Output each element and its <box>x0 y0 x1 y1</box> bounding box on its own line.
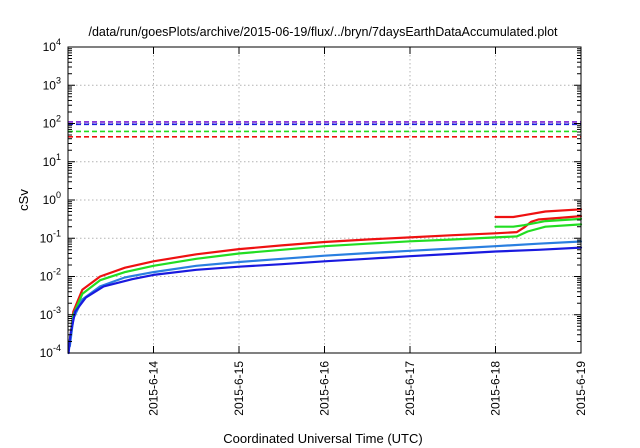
y-tick-labels: 10-4 10-3 10-2 10-1 100 101 102 103 104 <box>40 37 61 360</box>
y-tick-label: 101 <box>43 152 61 169</box>
chart-title: /data/run/goesPlots/archive/2015-06-19/f… <box>88 25 558 39</box>
series-line <box>67 246 583 355</box>
y-tick-label: 104 <box>43 37 61 54</box>
y-tick-label: 10-1 <box>40 228 61 245</box>
x-tick-labels: 2015-6-14 2015-6-15 2015-6-16 2015-6-17 2015… <box>147 361 589 416</box>
series-lines <box>67 208 583 355</box>
y-tick-label: 100 <box>43 190 61 207</box>
x-tick-label: 2015-6-16 <box>318 361 332 416</box>
x-tick-label: 2015-6-17 <box>403 361 417 416</box>
y-tick-label: 10-2 <box>40 267 61 284</box>
axis-ticks <box>68 46 582 354</box>
series-line <box>68 240 583 348</box>
x-tick-label: 2015-6-19 <box>574 361 588 416</box>
y-tick-label: 10-3 <box>40 305 61 322</box>
y-tick-label: 10-4 <box>40 343 61 360</box>
series-line <box>494 217 583 228</box>
grid-lines <box>68 47 581 353</box>
series-line <box>494 208 583 219</box>
series-line <box>68 223 583 343</box>
x-tick-label: 2015-6-15 <box>232 361 246 416</box>
series-line <box>68 215 583 343</box>
x-axis-label: Coordinated Universal Time (UTC) <box>223 431 422 446</box>
y-tick-label: 103 <box>43 75 61 92</box>
y-axis-label: cSv <box>16 189 31 211</box>
threshold-lines <box>68 121 581 138</box>
x-tick-label: 2015-6-14 <box>147 361 161 416</box>
x-tick-label: 2015-6-18 <box>489 361 503 416</box>
y-tick-label: 102 <box>43 114 61 131</box>
